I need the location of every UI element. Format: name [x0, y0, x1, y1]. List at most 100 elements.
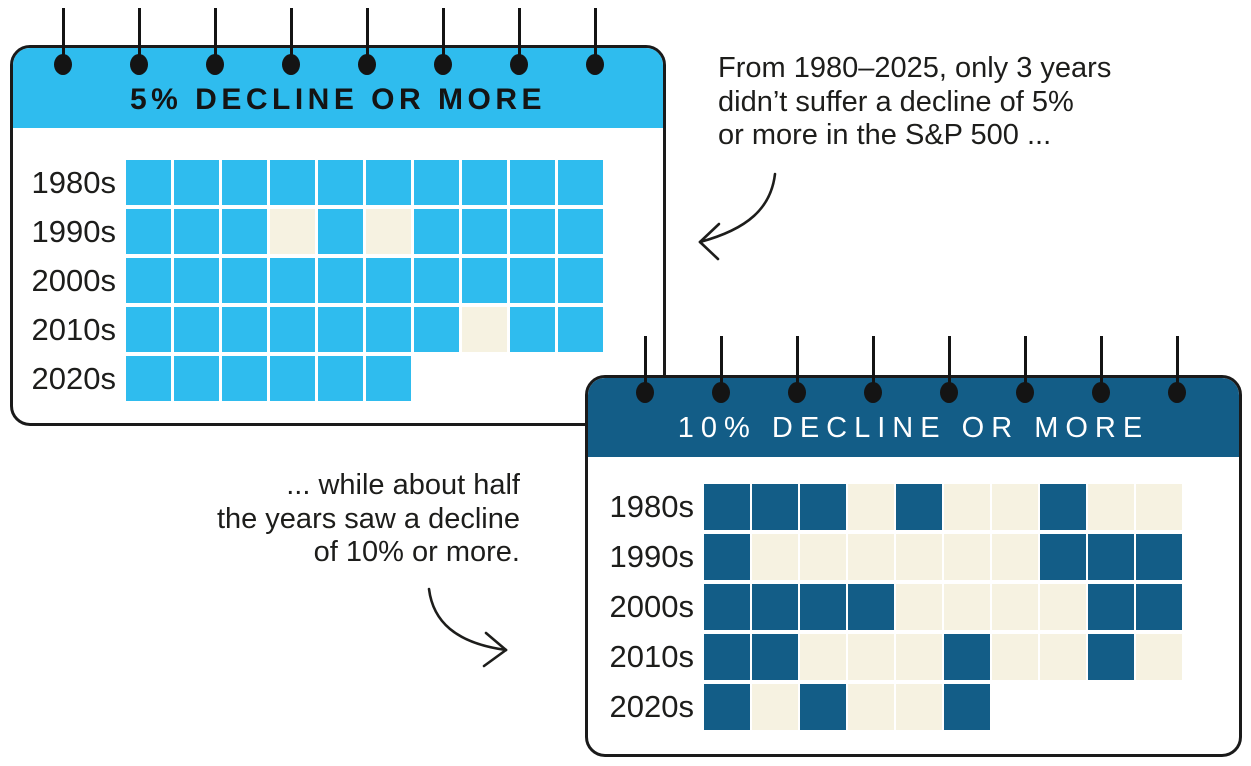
- calendar-10pct-card: 10% DECLINE OR MORE 1980s 1990s 2000s 2010s…: [585, 375, 1242, 757]
- year-cell: [1136, 484, 1182, 530]
- decade-label: 2010s: [609, 639, 694, 674]
- year-cell: [1136, 584, 1182, 630]
- year-cell: [510, 258, 555, 303]
- year-cell: [414, 307, 459, 352]
- binder-pin-icon: [358, 8, 376, 78]
- year-cell: [126, 160, 171, 205]
- binder-pin-icon: [712, 336, 730, 406]
- year-cell: [944, 634, 990, 680]
- year-cell: [462, 209, 507, 254]
- year-cell: [222, 160, 267, 205]
- note-5pct-line-2: didn’t suffer a decline of 5%: [718, 85, 1074, 118]
- year-cell: [510, 307, 555, 352]
- decade-row: 1980s: [13, 160, 606, 205]
- calendar-10pct-grid: 1980s 1990s 2000s 2010s 2020s: [588, 484, 1184, 734]
- note-10pct: ... while about half the years saw a dec…: [140, 469, 520, 570]
- decade-row: 2020s: [13, 356, 606, 401]
- year-cell: [318, 356, 363, 401]
- year-cell: [752, 584, 798, 630]
- year-cell: [1088, 484, 1134, 530]
- binder-pin-icon: [1092, 336, 1110, 406]
- year-cell: [366, 209, 411, 254]
- year-cell: [318, 307, 363, 352]
- year-cell: [366, 258, 411, 303]
- year-cell: [270, 160, 315, 205]
- binder-pin-icon: [1016, 336, 1034, 406]
- year-cell: [752, 684, 798, 730]
- year-cell: [992, 484, 1038, 530]
- year-cell: [270, 209, 315, 254]
- note-10pct-line-2: the years saw a decline: [216, 502, 520, 535]
- year-cell: [270, 258, 315, 303]
- binder-pin-icon: [206, 8, 224, 78]
- year-cell: [222, 356, 267, 401]
- decade-label: 2020s: [609, 689, 694, 724]
- year-cell: [1088, 584, 1134, 630]
- calendar-5pct-card: 5% DECLINE OR MORE 1980s 1990s 2000s 2010s 2…: [10, 45, 666, 426]
- calendar-5pct-grid: 1980s 1990s 2000s 2010s 2020s: [13, 160, 606, 405]
- year-cell: [414, 258, 459, 303]
- binder-pin-icon: [282, 8, 300, 78]
- year-cell: [800, 684, 846, 730]
- year-cell: [174, 258, 219, 303]
- year-cell: [318, 160, 363, 205]
- year-cell: [270, 307, 315, 352]
- decade-label: 2010s: [31, 311, 116, 347]
- year-cell: [1088, 634, 1134, 680]
- year-cell: [992, 584, 1038, 630]
- year-cell: [704, 684, 750, 730]
- year-cell: [558, 307, 603, 352]
- year-cell: [558, 160, 603, 205]
- year-cell: [944, 684, 990, 730]
- year-cell: [462, 258, 507, 303]
- year-cell: [558, 258, 603, 303]
- year-cell: [414, 160, 459, 205]
- decade-label: 2000s: [31, 262, 116, 298]
- decade-row: 2010s: [588, 634, 1184, 680]
- binder-pin-icon: [586, 8, 604, 78]
- year-cell: [848, 684, 894, 730]
- decade-row: 2010s: [13, 307, 606, 352]
- year-cell: [848, 484, 894, 530]
- decade-label: 1990s: [31, 213, 116, 249]
- year-cell: [126, 307, 171, 352]
- year-cell: [174, 356, 219, 401]
- curved-arrow-left-icon: [688, 168, 788, 271]
- note-5pct: From 1980–2025, only 3 years didn’t suff…: [718, 52, 1198, 153]
- year-cell: [848, 534, 894, 580]
- note-10pct-line-1: ... while about half: [286, 469, 520, 501]
- decade-label: 1980s: [609, 489, 694, 524]
- decade-row: 2020s: [588, 684, 1184, 730]
- year-cell: [222, 258, 267, 303]
- year-cell: [704, 584, 750, 630]
- decade-row: 2000s: [13, 258, 606, 303]
- year-cell: [704, 534, 750, 580]
- year-cell: [270, 356, 315, 401]
- binder-pin-icon: [510, 8, 528, 78]
- year-cell: [1136, 634, 1182, 680]
- year-cell: [752, 484, 798, 530]
- year-cell: [222, 209, 267, 254]
- year-cell: [414, 209, 459, 254]
- calendar-10pct-header: 10% DECLINE OR MORE: [588, 378, 1239, 457]
- calendar-10pct-pins: [636, 336, 1206, 406]
- year-cell: [558, 209, 603, 254]
- year-cell: [366, 307, 411, 352]
- year-cell: [318, 209, 363, 254]
- year-cell: [174, 209, 219, 254]
- year-cell: [1136, 534, 1182, 580]
- decade-row: 1990s: [13, 209, 606, 254]
- year-cell: [1040, 584, 1086, 630]
- note-5pct-line-1: From 1980–2025, only 3 years: [718, 52, 1112, 84]
- year-cell: [462, 160, 507, 205]
- year-cell: [752, 534, 798, 580]
- year-cell: [462, 307, 507, 352]
- binder-pin-icon: [130, 8, 148, 78]
- year-cell: [848, 634, 894, 680]
- binder-pin-icon: [940, 336, 958, 406]
- year-cell: [752, 634, 798, 680]
- year-cell: [174, 307, 219, 352]
- year-cell: [896, 684, 942, 730]
- year-cell: [126, 356, 171, 401]
